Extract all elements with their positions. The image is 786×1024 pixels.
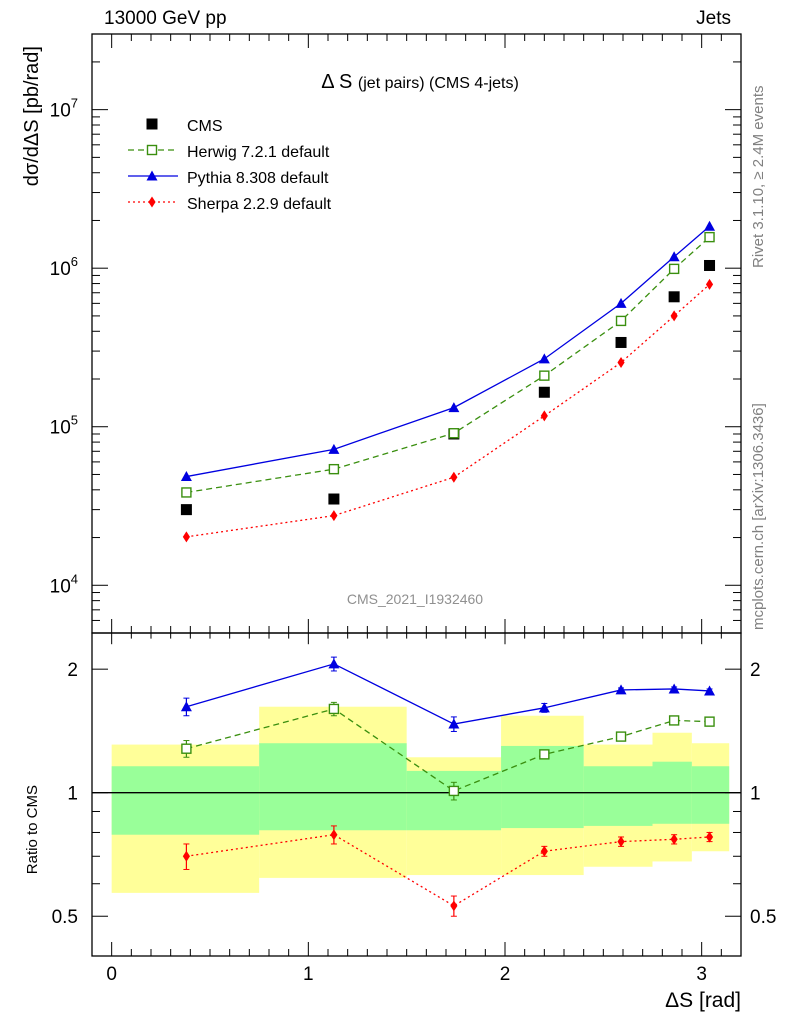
green-band-bin xyxy=(583,766,653,826)
x-tick-label: 1 xyxy=(303,964,314,985)
jets-label: Jets xyxy=(696,8,731,29)
cms-point xyxy=(328,493,340,505)
herwig-7-2-1-default-ratio-point xyxy=(181,743,192,754)
legend-label-cms: CMS xyxy=(187,118,223,135)
legend-label-pythia-8-308-default: Pythia 8.308 default xyxy=(187,170,329,187)
cms-point xyxy=(704,259,716,271)
sherpa-2-2-9-default-ratio-point xyxy=(540,845,548,857)
sherpa-2-2-9-default-ratio-point xyxy=(330,829,338,841)
legend-label-sherpa-2-2-9-default: Sherpa 2.2.9 default xyxy=(187,196,332,213)
y-axis-label: dσ/dΔS [pb/rad] xyxy=(21,46,43,186)
sherpa-2-2-9-default-line xyxy=(186,283,710,538)
ratio-tick-label-right: 1 xyxy=(750,784,761,805)
pythia-8-308-default-point xyxy=(538,353,550,364)
pythia-8-308-default-ratio-point xyxy=(180,701,192,712)
pythia-8-308-default-point xyxy=(615,297,627,308)
x-tick-label: 0 xyxy=(106,964,117,985)
herwig-7-2-1-default-point xyxy=(704,231,715,243)
sherpa-2-2-9-default-point xyxy=(670,310,678,322)
sherpa-2-2-9-default-point xyxy=(705,278,714,290)
legend-label-herwig-7-2-1-default: Herwig 7.2.1 default xyxy=(187,144,330,161)
sherpa-2-2-9-default-point xyxy=(330,510,338,522)
sherpa-2-2-9-default-point xyxy=(617,357,625,369)
herwig-7-2-1-default-point xyxy=(668,263,680,275)
sherpa-2-2-9-default-ratio-point xyxy=(450,900,458,912)
pythia-8-308-default-point xyxy=(448,402,460,413)
legend-marker-sherpa-2-2-9-default xyxy=(148,196,156,208)
ratio-tick-label-right: 0.5 xyxy=(750,907,776,928)
x-tick-label: 3 xyxy=(696,964,707,985)
herwig-7-2-1-default-ratio-point xyxy=(328,703,340,715)
mcplots-label: mcplots.cern.ch [arXiv:1306.3436] xyxy=(750,403,767,630)
y-tick-label: 107 xyxy=(50,96,78,122)
herwig-7-2-1-default-point xyxy=(181,487,192,498)
cms-point xyxy=(180,504,192,516)
ratio-y-axis-label: Ratio to CMS xyxy=(24,785,41,874)
cms-point xyxy=(538,386,550,398)
ratio-tick-label-left: 2 xyxy=(67,660,78,681)
pythia-8-308-default-point xyxy=(668,251,680,262)
ratio-tick-label-right: 2 xyxy=(750,660,761,681)
pythia-8-308-default-point xyxy=(328,443,340,454)
herwig-7-2-1-default-point xyxy=(615,315,627,327)
chart-title: Δ S (jet pairs) (CMS 4-jets) xyxy=(321,71,519,93)
y-tick-label: 105 xyxy=(50,413,78,439)
sherpa-2-2-9-default-point xyxy=(540,410,548,422)
y-tick-label: 104 xyxy=(50,571,78,597)
cms-point xyxy=(668,291,680,303)
sherpa-2-2-9-default-ratio-point xyxy=(182,850,190,862)
y-tick-label: 106 xyxy=(50,254,78,280)
pythia-8-308-default-line xyxy=(186,225,710,478)
cms-point xyxy=(615,336,627,348)
pythia-8-308-default-ratio-point xyxy=(615,684,627,695)
x-axis-label: ΔS [rad] xyxy=(665,989,741,1012)
herwig-7-2-1-default-ratio-point xyxy=(668,715,680,726)
legend-marker-herwig-7-2-1-default xyxy=(146,144,158,156)
x-tick-label: 2 xyxy=(500,964,511,985)
ratio-tick-label-left: 1 xyxy=(67,784,78,805)
herwig-7-2-1-default-point xyxy=(448,428,460,439)
sherpa-2-2-9-default-ratio-point xyxy=(617,836,625,848)
pythia-8-308-default-point xyxy=(704,220,716,231)
herwig-7-2-1-default-ratio-point xyxy=(704,716,715,727)
herwig-7-2-1-default-line xyxy=(186,236,710,494)
ratio-tick-label-left: 0.5 xyxy=(52,907,78,928)
green-band-bin xyxy=(501,745,584,829)
herwig-7-2-1-default-ratio-point xyxy=(615,731,627,742)
herwig-7-2-1-default-point xyxy=(539,370,550,381)
legend-marker-cms xyxy=(146,118,158,130)
green-band-bin xyxy=(406,770,502,831)
herwig-7-2-1-default-ratio-point xyxy=(448,785,460,797)
pythia-8-308-default-point xyxy=(180,471,192,482)
pythia-8-308-default-ratio-point xyxy=(328,658,340,669)
green-band-bin xyxy=(259,743,407,831)
pythia-8-308-default-ratio-point xyxy=(538,702,550,713)
ratio-frame xyxy=(91,632,742,957)
sherpa-2-2-9-default-point xyxy=(450,471,458,483)
analysis-watermark: CMS_2021_I1932460 xyxy=(347,591,483,607)
green-band-bin xyxy=(691,766,730,824)
green-band-bin xyxy=(111,766,260,835)
sherpa-2-2-9-default-point xyxy=(182,531,190,543)
herwig-7-2-1-default-ratio-point xyxy=(539,749,550,760)
rivet-label: Rivet 3.1.10, ≥ 2.4M events xyxy=(750,85,767,269)
pythia-8-308-default-ratio-point xyxy=(704,685,716,696)
sherpa-2-2-9-default-ratio-point xyxy=(705,831,714,843)
pythia-8-308-default-ratio-point xyxy=(448,718,460,729)
energy-label: 13000 GeV pp xyxy=(104,8,227,29)
herwig-7-2-1-default-point xyxy=(328,463,340,475)
pythia-8-308-default-ratio-point xyxy=(668,683,680,694)
legend-marker-pythia-8-308-default xyxy=(146,170,158,181)
sherpa-2-2-9-default-ratio-point xyxy=(670,833,678,845)
